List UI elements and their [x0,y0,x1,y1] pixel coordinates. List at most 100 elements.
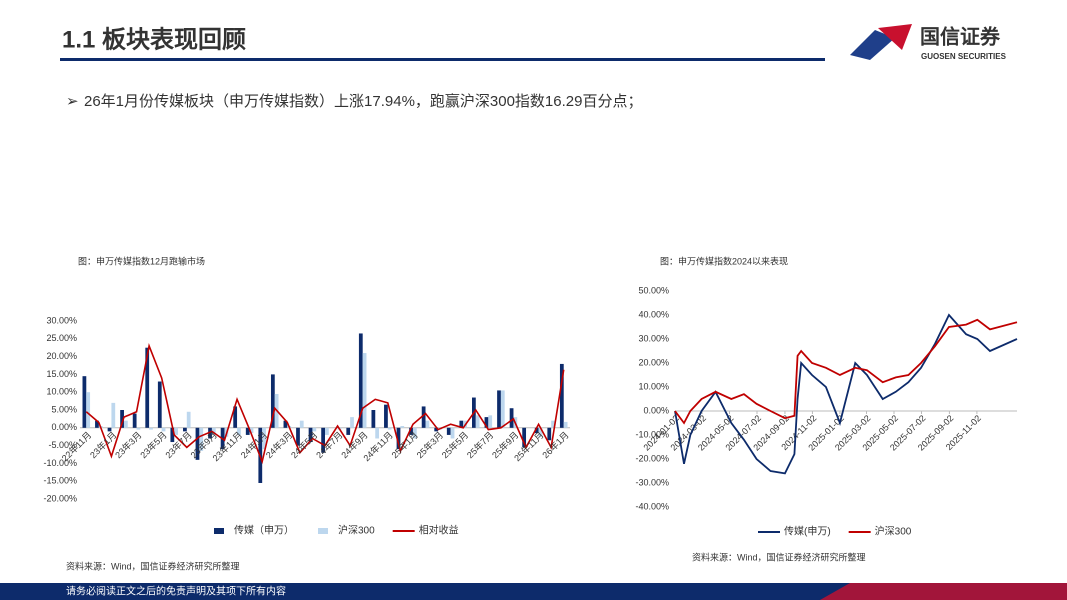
y-tick-label: -10.00% [635,429,669,439]
bar [500,390,505,428]
bar [95,420,99,428]
bar [183,427,187,432]
bar [547,427,552,441]
bar [299,420,304,428]
bar [211,427,216,435]
footer-text: 请务必阅读正文之后的免责声明及其项下所有内容 [66,585,286,598]
legend-label: 沪深300 [875,525,912,538]
y-tick-label: 0.00% [51,422,77,432]
logo-text: 国信证券 [920,24,1001,48]
footer-bar [0,583,1067,600]
bar [425,420,430,428]
bar [534,427,539,434]
bar [145,347,150,428]
chart-title: 图：申万传媒指数12月跑输市场 [78,255,205,266]
bar [484,417,489,428]
bar [161,427,166,432]
legend-label: 传媒（申万） [234,524,294,537]
bar [387,427,392,430]
bullet-marker: ➢ [66,93,79,110]
bar [237,427,241,435]
bar [123,420,128,428]
y-tick-label: -40.00% [635,501,669,511]
y-tick-label: 5.00% [51,404,77,414]
y-tick-label: 50.00% [638,285,669,295]
bar [262,427,266,450]
legend-label: 沪深300 [338,524,375,537]
bar [249,427,254,434]
bar [174,427,178,435]
bar [551,420,555,428]
footer-accent [820,583,1067,600]
bar [434,427,439,432]
bar [136,427,141,430]
bar [412,427,417,439]
bar [559,363,564,428]
bar [270,374,275,428]
y-tick-label: 10.00% [638,381,669,391]
bar [350,417,354,428]
bar [149,427,153,430]
bar [563,421,568,428]
y-tick-label: 10.00% [46,387,77,397]
line-series [674,318,1018,425]
bar [421,406,426,428]
bar [208,427,212,439]
y-tick-label: -5.00% [48,440,77,450]
y-tick-label: -20.00% [635,453,669,463]
bar [296,427,300,446]
bullet-text: 26年1月份传媒板块（申万传媒指数）上涨17.94%，跑赢沪深300指数16.2… [84,92,642,110]
bar [371,410,376,428]
line-series [85,343,565,465]
bar [446,427,451,435]
line-series [674,313,1018,475]
legend-swatch [214,528,224,534]
bar [538,427,543,437]
bar [459,420,464,428]
chart-title: 图：申万传媒指数2024以来表现 [660,255,788,266]
y-tick-label: 25.00% [46,333,77,343]
slide-title: 1.1 板块表现回顾 [62,26,246,53]
y-tick-label: 30.00% [638,333,669,343]
bar [475,415,480,428]
legend-swatch [318,528,328,534]
y-tick-label: 20.00% [46,351,77,361]
bar [497,390,501,428]
bar [195,427,200,460]
bar [86,392,91,428]
logo-mark [878,24,912,50]
bar [107,427,112,432]
bar [450,427,455,439]
bar [111,402,116,428]
title-rule [60,58,825,61]
bar [396,427,401,450]
y-tick-label: -15.00% [43,476,77,486]
bar [362,353,367,428]
y-tick-label: -30.00% [635,477,669,487]
bar [346,427,351,435]
bar [120,410,124,428]
bar [509,408,514,428]
y-tick-label: 30.00% [46,315,77,325]
logo-mark [850,30,895,60]
y-tick-label: 20.00% [638,357,669,367]
y-tick-label: -10.00% [43,458,77,468]
chart-source: 资料来源：Wind，国信证券经济研究所整理 [692,551,866,562]
bar [325,427,329,435]
bar [245,427,250,435]
y-tick-label: 15.00% [46,369,77,379]
bar [384,404,388,428]
chart-source: 资料来源：Wind，国信证券经济研究所整理 [66,560,240,571]
y-tick-label: -20.00% [43,493,77,503]
bar [157,381,162,428]
bar [170,427,175,443]
bar [312,427,317,432]
bar [82,376,87,428]
bar [358,333,363,428]
bar [409,427,413,435]
bar [400,426,405,428]
bar [283,420,288,428]
y-tick-label: 40.00% [638,309,669,319]
